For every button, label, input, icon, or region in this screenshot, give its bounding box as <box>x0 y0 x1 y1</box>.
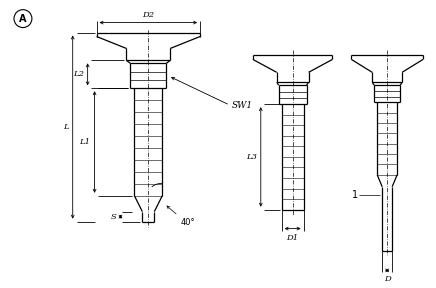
Text: A: A <box>19 14 27 24</box>
Text: D1: D1 <box>286 234 299 242</box>
Text: L1: L1 <box>80 138 91 146</box>
Text: D2: D2 <box>142 11 154 19</box>
Text: 40°: 40° <box>180 218 195 227</box>
Text: D: D <box>384 275 391 283</box>
Text: L: L <box>63 123 69 131</box>
Text: SW1: SW1 <box>232 101 253 110</box>
Text: L2: L2 <box>73 70 84 78</box>
Text: 1: 1 <box>352 190 358 200</box>
Text: L3: L3 <box>246 153 257 161</box>
Text: S: S <box>111 213 116 221</box>
